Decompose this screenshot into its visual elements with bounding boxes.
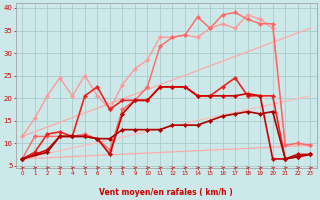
X-axis label: Vent moyen/en rafales ( km/h ): Vent moyen/en rafales ( km/h ) <box>100 188 233 197</box>
